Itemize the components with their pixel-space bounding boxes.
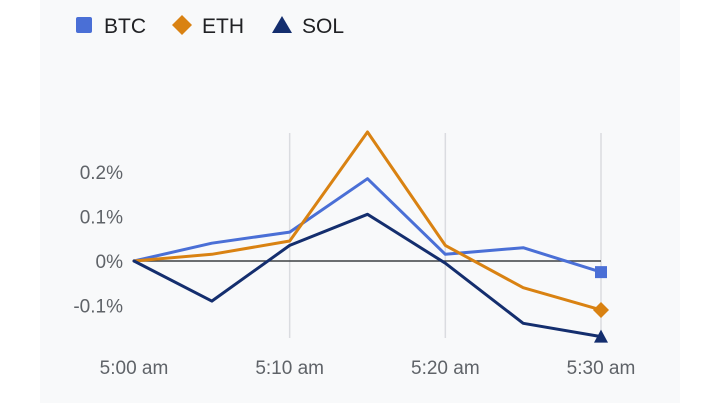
x-tick-label: 5:30 am: [567, 358, 636, 379]
legend-item-sol: SOL: [272, 15, 344, 38]
x-tick-label: 5:10 am: [255, 358, 324, 379]
series-sol: [132, 212, 608, 343]
y-tick-label: 0.2%: [80, 163, 123, 184]
x-axis-ticks: 5:00 am 5:10 am 5:20 am 5:30 am: [100, 358, 636, 379]
eth-end-marker: [593, 301, 609, 318]
legend-diamond-icon: [172, 15, 192, 35]
legend-triangle-icon: [272, 16, 292, 33]
eth-line: [132, 130, 603, 312]
sol-line: [132, 212, 603, 339]
x-tick-label: 5:00 am: [100, 358, 169, 379]
legend-item-btc: BTC: [76, 15, 146, 38]
chart-card: [40, 0, 680, 403]
legend-item-eth: ETH: [172, 15, 244, 38]
legend-label: ETH: [202, 15, 244, 38]
y-tick-label: -0.1%: [73, 297, 123, 318]
btc-line: [132, 177, 603, 274]
x-tick-label: 5:20 am: [411, 358, 480, 379]
legend-label: SOL: [302, 15, 344, 38]
btc-end-marker: [595, 266, 607, 279]
series-btc: [132, 177, 607, 279]
legend-square-icon: [76, 17, 92, 33]
sol-end-marker: [594, 329, 608, 343]
y-tick-label: 0.1%: [80, 208, 123, 229]
legend: BTC ETH SOL: [76, 15, 344, 38]
y-tick-label: 0%: [96, 252, 124, 273]
series-eth: [132, 130, 609, 318]
legend-label: BTC: [104, 15, 146, 38]
grid: [134, 133, 602, 338]
y-axis-ticks: 0.2% 0.1% 0% -0.1%: [73, 163, 123, 318]
series-lines: [132, 130, 609, 343]
